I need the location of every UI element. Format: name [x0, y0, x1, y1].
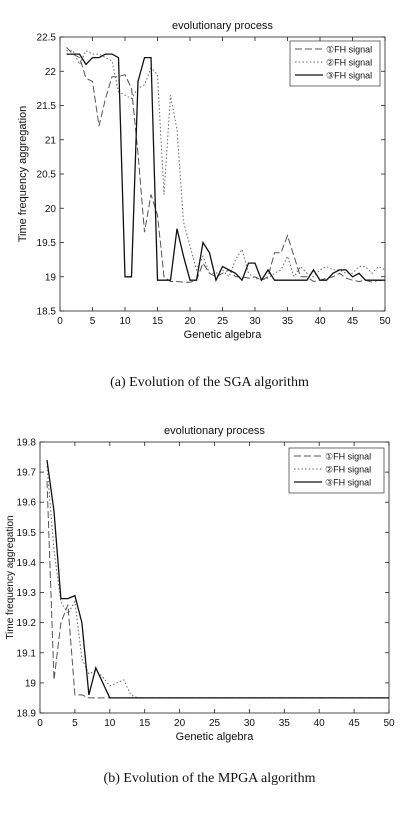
series-line-2: [46, 466, 389, 699]
x-tick-label: 35: [279, 718, 291, 729]
x-tick-label: 10: [104, 718, 116, 729]
x-tick-label: 45: [349, 718, 361, 729]
x-tick-label: 50: [383, 718, 395, 729]
chart-panel-mpga: evolutionary process 0 5 10 15 20 25 30 35 40 45 50…: [0, 420, 419, 820]
x-tick-label: 40: [314, 316, 326, 327]
caption-mpga: (b) Evolution of the MPGA algorithm: [103, 771, 316, 786]
y-tick-label: 22: [45, 67, 57, 78]
series-group: [46, 460, 389, 699]
y-tick-label: 19.5: [17, 528, 37, 539]
y-tick-label: 19.6: [17, 498, 37, 509]
x-tick-label: 5: [90, 316, 96, 327]
y-tick-label: 21.5: [37, 101, 57, 112]
x-tick-label: 50: [379, 316, 391, 327]
x-tick-label: 45: [347, 316, 359, 327]
y-tick-label: 19.4: [17, 558, 37, 569]
caption-sga: (a) Evolution of the SGA algorithm: [110, 375, 309, 390]
x-tick-label: 15: [152, 316, 164, 327]
x-tick-label: 35: [282, 316, 294, 327]
series-line-1: [66, 46, 385, 283]
x-tick-label: 30: [249, 316, 261, 327]
chart-title: evolutionary process: [172, 20, 273, 32]
legend-label-2: ②FH signal: [325, 465, 371, 475]
x-tick-label: 5: [72, 718, 78, 729]
y-axis-label: Time frequency aggregation: [5, 515, 16, 639]
x-tick-label: 25: [217, 316, 229, 327]
x-axis-label: Genetic algebra: [184, 329, 263, 341]
y-tick-label: 19.8: [17, 438, 37, 449]
series-group: [66, 46, 385, 283]
y-tick-label: 18.9: [17, 709, 37, 720]
series-line-1: [46, 481, 389, 699]
y-tick-label: 19.1: [17, 648, 37, 659]
legend-label-1: ①FH signal: [325, 452, 371, 462]
y-tick-label: 19: [25, 678, 37, 689]
chart-mpga: evolutionary process 0 5 10 15 20 25 30 35 40 45 50…: [5, 425, 395, 743]
y-axis-label: Time frequency aggregation: [17, 106, 29, 243]
x-tick-label: 0: [57, 316, 63, 327]
chart-panel-sga: evolutionary process 0 5 10 15 20 25 30 35 40 45 50…: [0, 0, 419, 400]
y-tick-label: 20: [45, 204, 57, 215]
y-tick-label: 22.5: [37, 33, 57, 44]
y-tick-label: 19.3: [17, 588, 37, 599]
x-tick-label: 25: [209, 718, 221, 729]
chart-sga: evolutionary process 0 5 10 15 20 25 30 35 40 45 50…: [17, 20, 391, 341]
y-tick-label: 19.7: [17, 468, 37, 479]
legend-label-1: ①FH signal: [326, 45, 372, 55]
x-tick-label: 40: [314, 718, 326, 729]
legend-label-3: ③FH signal: [326, 71, 372, 81]
series-line-3: [66, 53, 385, 283]
x-tick-label: 20: [184, 316, 196, 327]
y-tick-label: 19: [45, 272, 57, 283]
series-line-3: [46, 460, 389, 699]
y-tick-label: 18.5: [37, 307, 57, 318]
x-tick-label: 30: [244, 718, 256, 729]
legend-label-2: ②FH signal: [326, 58, 372, 68]
x-tick-label: 15: [139, 718, 151, 729]
y-tick-label: 19.5: [37, 238, 57, 249]
y-tick-label: 19.2: [17, 618, 37, 629]
x-tick-label: 10: [119, 316, 131, 327]
chart-title: evolutionary process: [164, 425, 265, 437]
legend-label-3: ③FH signal: [325, 478, 371, 488]
x-tick-label: 20: [174, 718, 186, 729]
y-tick-label: 20.5: [37, 170, 57, 181]
y-tick-label: 21: [45, 135, 57, 146]
x-tick-label: 0: [37, 718, 43, 729]
series-line-2: [66, 50, 385, 281]
x-axis-label: Genetic algebra: [176, 731, 255, 743]
